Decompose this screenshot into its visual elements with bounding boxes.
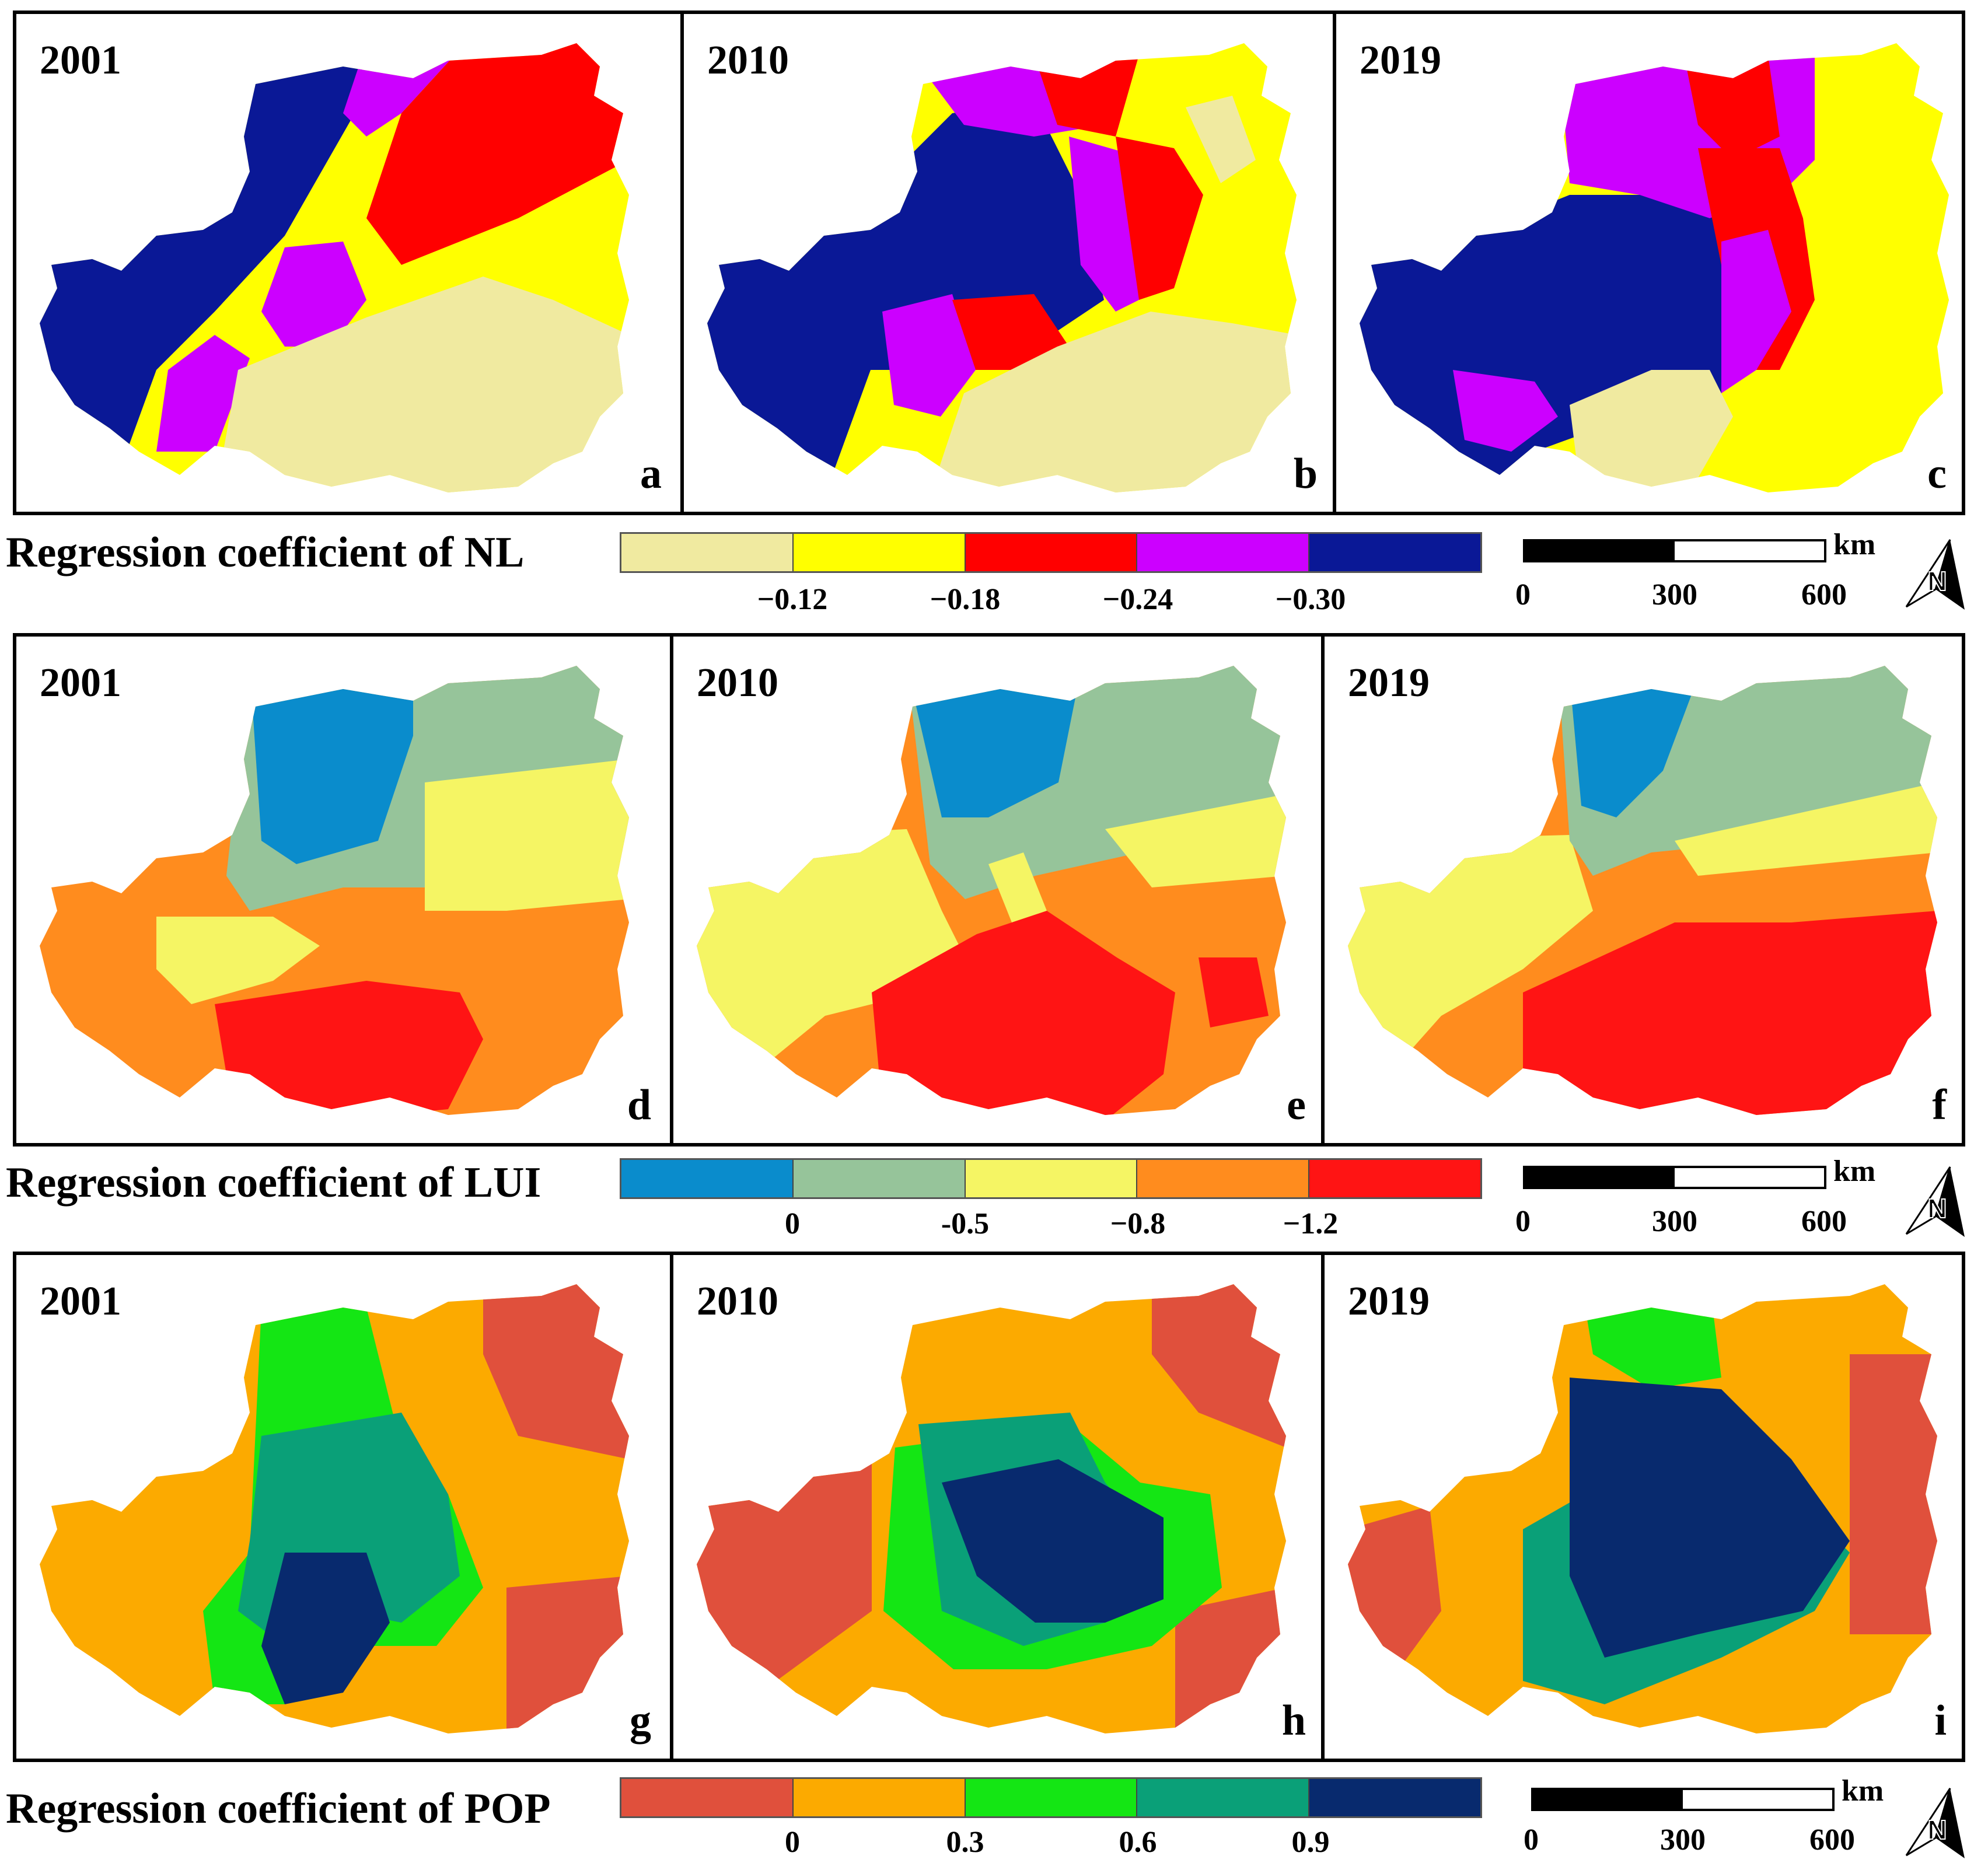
colorbar-tick: 0 (785, 1826, 800, 1859)
north-arrow-icon: N (1905, 1788, 1965, 1858)
north-letter: N (1927, 566, 1947, 596)
map-pop-2001 (40, 1284, 629, 1733)
map-nl-2001 (40, 43, 629, 492)
map-lui-2001 (40, 666, 629, 1115)
map-pop-2019 (1348, 1284, 1937, 1733)
colorbar-tick: 0.9 (1291, 1826, 1330, 1859)
colorbar-tick: 0.6 (1119, 1826, 1157, 1859)
panel-letter: e (1287, 1081, 1306, 1129)
colorbar-pop (620, 1777, 1482, 1818)
scale-bar (1523, 1166, 1826, 1189)
colorbar-swatch (1137, 1160, 1310, 1197)
map-panel-i: 2019 i (1321, 1255, 1965, 1759)
colorbar-nl (620, 532, 1482, 573)
colorbar-tick: −1.2 (1283, 1207, 1339, 1240)
colorbar-tick: 0.3 (946, 1826, 984, 1859)
legend-title-lui: Regression coefficient of LUI (6, 1159, 541, 1207)
panel-row-nl: 2001 a 2010 (13, 11, 1965, 515)
panel-letter: d (627, 1081, 651, 1129)
colorbar-swatch (621, 1779, 794, 1816)
scale-label: 300 (1652, 578, 1697, 611)
panel-year: 2001 (40, 38, 121, 83)
panel-letter: g (630, 1697, 651, 1745)
panel-year: 2001 (40, 660, 121, 705)
colorbar-swatch (1309, 534, 1480, 571)
colorbar-tick: -0.5 (941, 1207, 990, 1240)
panel-row-pop: 2001 g 2010 h (13, 1252, 1965, 1762)
scale-label: 600 (1801, 578, 1847, 611)
map-panel-b: 2010 b (680, 14, 1336, 512)
north-letter: N (1927, 1815, 1947, 1845)
colorbar-swatch (965, 1160, 1138, 1197)
north-arrow-icon: N (1905, 1166, 1965, 1237)
colorbar-tick: −0.30 (1275, 583, 1346, 616)
map-lui-2019 (1348, 666, 1937, 1115)
panel-letter: a (640, 450, 662, 498)
panel-year: 2010 (707, 38, 789, 83)
scale-label: 300 (1660, 1823, 1706, 1857)
panel-row-lui: 2001 d 2010 (13, 633, 1965, 1147)
north-letter: N (1927, 1193, 1947, 1224)
scale-unit: km (1833, 1155, 1876, 1188)
colorbar-swatch (793, 1160, 966, 1197)
colorbar-tick: −0.12 (757, 583, 828, 616)
scale-unit: km (1842, 1774, 1884, 1808)
colorbar-tick: −0.18 (930, 583, 1001, 616)
colorbar-swatch (793, 1779, 966, 1816)
map-nl-2019 (1360, 43, 1949, 492)
map-panel-c: 2019 c (1333, 14, 1965, 512)
scale-bar (1531, 1788, 1835, 1811)
colorbar-swatch (965, 534, 1138, 571)
colorbar-swatch (793, 534, 966, 571)
panel-year: 2010 (697, 1279, 778, 1324)
scale-label: 0 (1524, 1823, 1539, 1857)
map-panel-h: 2010 h (670, 1255, 1325, 1759)
colorbar-tick: −0.24 (1102, 583, 1173, 616)
north-arrow-icon: N (1905, 539, 1965, 610)
scale-label: 600 (1801, 1205, 1847, 1238)
panel-letter: i (1934, 1697, 1947, 1745)
scale-label: 0 (1515, 578, 1531, 611)
scale-bar (1523, 539, 1826, 562)
colorbar-swatch (1137, 1779, 1310, 1816)
panel-year: 2019 (1360, 38, 1441, 83)
colorbar-swatch (1309, 1779, 1480, 1816)
colorbar-swatch (621, 1160, 794, 1197)
panel-year: 2010 (697, 660, 778, 705)
scale-label: 0 (1515, 1205, 1531, 1238)
map-panel-g: 2001 g (16, 1255, 670, 1759)
panel-year: 2019 (1348, 660, 1430, 705)
colorbar-swatch (965, 1779, 1138, 1816)
panel-letter: h (1281, 1697, 1306, 1745)
scale-label: 600 (1809, 1823, 1855, 1857)
panel-year: 2001 (40, 1279, 121, 1324)
map-panel-f: 2019 f (1321, 637, 1965, 1143)
colorbar-tick: −0.8 (1110, 1207, 1166, 1240)
scale-unit: km (1833, 528, 1876, 561)
map-lui-2010 (697, 666, 1286, 1115)
map-nl-2010 (707, 43, 1297, 492)
colorbar-tick: 0 (785, 1207, 800, 1240)
legend-title-pop: Regression coefficient of POP (6, 1785, 551, 1833)
scale-label: 300 (1652, 1205, 1697, 1238)
colorbar-swatch (621, 534, 794, 571)
panel-letter: b (1293, 450, 1318, 498)
panel-letter: c (1927, 450, 1947, 498)
colorbar-lui (620, 1158, 1482, 1199)
colorbar-swatch (1309, 1160, 1480, 1197)
legend-title-nl: Regression coefficient of NL (6, 529, 525, 576)
map-panel-e: 2010 e (670, 637, 1325, 1143)
panel-letter: f (1932, 1081, 1947, 1129)
map-panel-a: 2001 a (16, 14, 680, 512)
map-pop-2010 (697, 1284, 1286, 1733)
map-panel-d: 2001 d (16, 637, 670, 1143)
colorbar-swatch (1137, 534, 1310, 571)
panel-year: 2019 (1348, 1279, 1430, 1324)
